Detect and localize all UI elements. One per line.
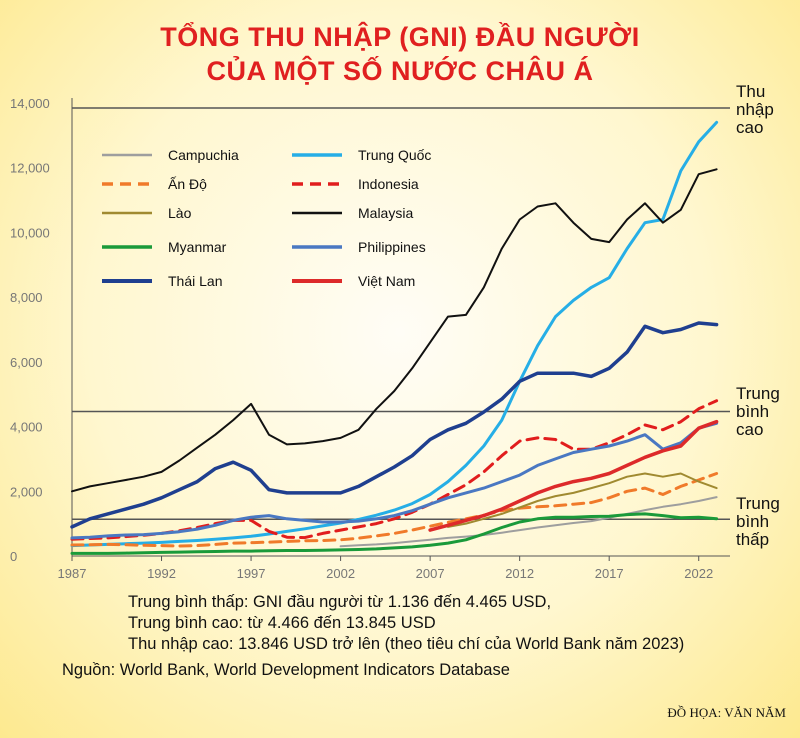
y-tick-label: 4,000 (10, 420, 43, 435)
y-tick-label: 12,000 (10, 161, 50, 176)
series-line-thái-lan (70, 321, 719, 529)
x-tick-label: 1987 (58, 566, 87, 581)
legend-label: Myanmar (168, 239, 227, 255)
x-tick-label: 2002 (326, 566, 355, 581)
x-tick-label: 2007 (416, 566, 445, 581)
x-tick-label: 2017 (595, 566, 624, 581)
y-tick-label: 6,000 (10, 355, 43, 370)
y-tick-label: 2,000 (10, 484, 43, 499)
legend-label: Việt Nam (358, 273, 415, 289)
series-line-malaysia (71, 168, 718, 493)
y-tick-label: 8,000 (10, 290, 43, 305)
source-text: Nguồn: World Bank, World Development Ind… (62, 661, 510, 679)
legend-label: Malaysia (358, 205, 413, 221)
graphic-credit: ĐỒ HỌA: VĂN NĂM (667, 705, 786, 720)
series-line-campuchia (339, 496, 718, 548)
note-lower-middle: Trung bình thấp: GNI đầu người từ 1.136 … (128, 593, 552, 611)
series-line-philippines (70, 421, 719, 540)
x-tick-label: 2022 (684, 566, 713, 581)
legend-label: Philippines (358, 239, 426, 255)
legend-label: Trung Quốc (358, 147, 431, 163)
series-line-lào (447, 472, 718, 528)
series-line-trung-quốc (70, 120, 719, 548)
chart-title-line2: CỦA MỘT SỐ NƯỚC CHÂU Á (206, 56, 594, 86)
legend-label: Lào (168, 205, 192, 221)
reference-line-label: Trung bình cao (736, 384, 780, 439)
legend-label: Indonesia (358, 176, 419, 192)
series-line-ấn-độ (70, 472, 719, 548)
note-upper-middle: Trung bình cao: từ 4.466 đến 13.845 USD (128, 614, 436, 632)
legend-label: Thái Lan (168, 273, 222, 289)
reference-line-label: Thu nhập cao (736, 82, 774, 137)
note-high: Thu nhập cao: 13.846 USD trở lên (theo t… (128, 635, 685, 653)
chart-title-line1: TỔNG THU NHẬP (GNI) ĐẦU NGƯỜI (160, 22, 640, 52)
series-line-myanmar (70, 512, 719, 555)
legend-label: Ấn Độ (168, 176, 207, 192)
y-tick-label: 10,000 (10, 225, 50, 240)
series-line-việt-nam (428, 419, 719, 532)
x-tick-label: 1997 (237, 566, 266, 581)
y-tick-label: 14,000 (10, 96, 50, 111)
reference-line-label: Trung bình thấp (736, 494, 780, 549)
y-tick-label: 0 (10, 549, 17, 564)
x-tick-label: 2012 (505, 566, 534, 581)
line-chart: 0 2,000 4,000 6,000 8,000 10,000 12,000 14,000 1… (10, 82, 780, 581)
legend-label: Campuchia (168, 147, 239, 163)
x-tick-label: 1992 (147, 566, 176, 581)
income-notes: Trung bình thấp: GNI đầu người từ 1.136 … (128, 592, 684, 655)
